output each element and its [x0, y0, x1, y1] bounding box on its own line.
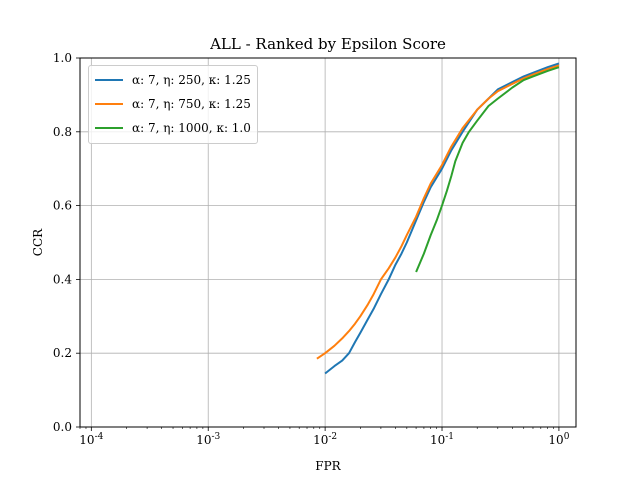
- legend-item: α: 7, η: 250, κ: 1.25: [95, 70, 251, 90]
- x-axis-label: FPR: [315, 459, 341, 473]
- y-tick-label: 0.2: [53, 346, 72, 360]
- legend: α: 7, η: 250, κ: 1.25 α: 7, η: 750, κ: 1…: [88, 65, 258, 144]
- x-tick-label: 10-2: [313, 432, 337, 447]
- y-tick-label: 0.8: [53, 125, 72, 139]
- legend-swatch: [95, 127, 123, 129]
- y-axis-label: CCR: [31, 228, 45, 256]
- ticks: 10-4 10-3 10-2 10-1 100 0.0 0.2 0.4 0.6 0.8 1.0: [53, 51, 570, 447]
- legend-swatch: [95, 79, 123, 81]
- legend-item: α: 7, η: 750, κ: 1.25: [95, 94, 251, 114]
- x-tick-label: 10-4: [79, 432, 103, 447]
- legend-label: α: 7, η: 750, κ: 1.25: [132, 97, 251, 111]
- x-tick-label: 100: [548, 432, 569, 447]
- y-tick-label: 0.6: [53, 199, 72, 213]
- y-tick-label: 0.0: [53, 420, 72, 434]
- y-tick-label: 0.4: [53, 272, 72, 286]
- x-tick-label: 10-3: [196, 432, 220, 447]
- legend-swatch: [95, 103, 123, 105]
- legend-label: α: 7, η: 1000, κ: 1.0: [132, 121, 251, 135]
- series-line: [324, 62, 560, 375]
- legend-label: α: 7, η: 250, κ: 1.25: [132, 73, 251, 87]
- axes-frame: [79, 57, 577, 428]
- x-tick-label: 10-1: [430, 432, 454, 447]
- series-line: [316, 64, 560, 360]
- chart-title: ALL - Ranked by Epsilon Score: [209, 35, 446, 53]
- y-tick-label: 1.0: [53, 51, 72, 65]
- series-lines: [316, 62, 560, 375]
- series-line: [415, 66, 560, 273]
- legend-item: α: 7, η: 1000, κ: 1.0: [95, 118, 251, 138]
